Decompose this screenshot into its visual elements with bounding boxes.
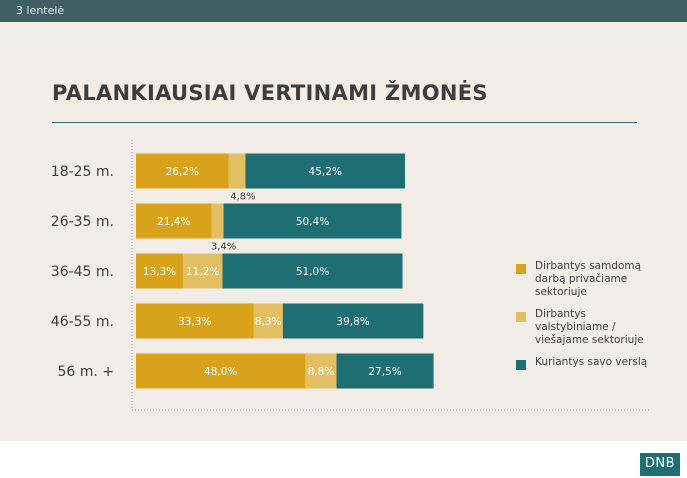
- bar-segment-0-0: [136, 153, 229, 189]
- data-label-4-2: 27,5%: [368, 366, 401, 378]
- category-label-0: 18-25 m.: [51, 164, 114, 180]
- data-label-3-0: 33,3%: [178, 316, 211, 328]
- dnb-logo: DNB: [640, 453, 680, 476]
- data-label-3-1: 8,3%: [255, 316, 282, 328]
- data-label-3-2: 39,8%: [336, 316, 369, 328]
- legend-swatch-public: [516, 312, 526, 322]
- legend-item-own-business: Kuriantys savo verslą: [516, 356, 666, 370]
- bar-segment-1-0: [136, 203, 212, 239]
- top-bar: 3 lentelė: [0, 0, 687, 22]
- category-label-4: 56 m. +: [57, 364, 114, 380]
- data-label-4-1: 8,8%: [308, 366, 335, 378]
- legend-label-public: Dirbantys valstybiniame / viešajame sekt…: [535, 308, 644, 346]
- bar-segment-2-1: [182, 253, 223, 289]
- category-label-3: 46-55 m.: [51, 314, 114, 330]
- legend-item-public: Dirbantys valstybiniame / viešajame sekt…: [516, 308, 666, 347]
- bar-segment-4-2: [336, 353, 434, 389]
- table-number: 3 lentelė: [16, 4, 65, 17]
- legend-label-private: Dirbantys samdomą darbą privačiame sekto…: [535, 260, 642, 298]
- category-label-2: 36-45 m.: [51, 264, 114, 280]
- bar-segment-0-2: [245, 153, 405, 189]
- category-label-1: 26-35 m.: [51, 214, 114, 230]
- data-label-1-1: 3,4%: [211, 242, 236, 253]
- data-label-2-1: 11,2%: [186, 266, 219, 278]
- legend-swatch-own-business: [516, 360, 526, 370]
- bar-segment-0-1: [228, 153, 246, 189]
- bar-segment-2-0: [136, 253, 183, 289]
- bar-segment-3-0: [136, 303, 254, 339]
- data-label-1-2: 50,4%: [296, 216, 329, 228]
- legend-swatch-private: [516, 264, 526, 274]
- data-label-1-0: 21,4%: [157, 216, 190, 228]
- bar-segment-2-2: [222, 253, 403, 289]
- chart-legend: Dirbantys samdomą darbą privačiame sekto…: [516, 260, 666, 378]
- bar-segment-4-0: [136, 353, 306, 389]
- legend-item-private: Dirbantys samdomą darbą privačiame sekto…: [516, 260, 666, 299]
- chart-title: PALANKIAUSIAI VERTINAMI ŽMONĖS: [52, 81, 488, 105]
- data-label-2-0: 13,3%: [143, 266, 176, 278]
- bar-segment-1-1: [211, 203, 224, 239]
- bar-segment-3-2: [282, 303, 424, 339]
- bar-segment-3-1: [253, 303, 283, 339]
- data-label-0-0: 26,2%: [166, 166, 199, 178]
- data-label-4-0: 48,0%: [204, 366, 237, 378]
- title-divider: [52, 122, 637, 123]
- data-label-0-1: 4,8%: [230, 192, 255, 203]
- bar-segment-4-1: [305, 353, 337, 389]
- legend-label-own-business: Kuriantys savo verslą: [535, 356, 648, 368]
- data-label-0-2: 45,2%: [309, 166, 342, 178]
- bar-segment-1-2: [223, 203, 402, 239]
- data-label-2-2: 51,0%: [296, 266, 329, 278]
- logo-text: DNB: [644, 456, 676, 471]
